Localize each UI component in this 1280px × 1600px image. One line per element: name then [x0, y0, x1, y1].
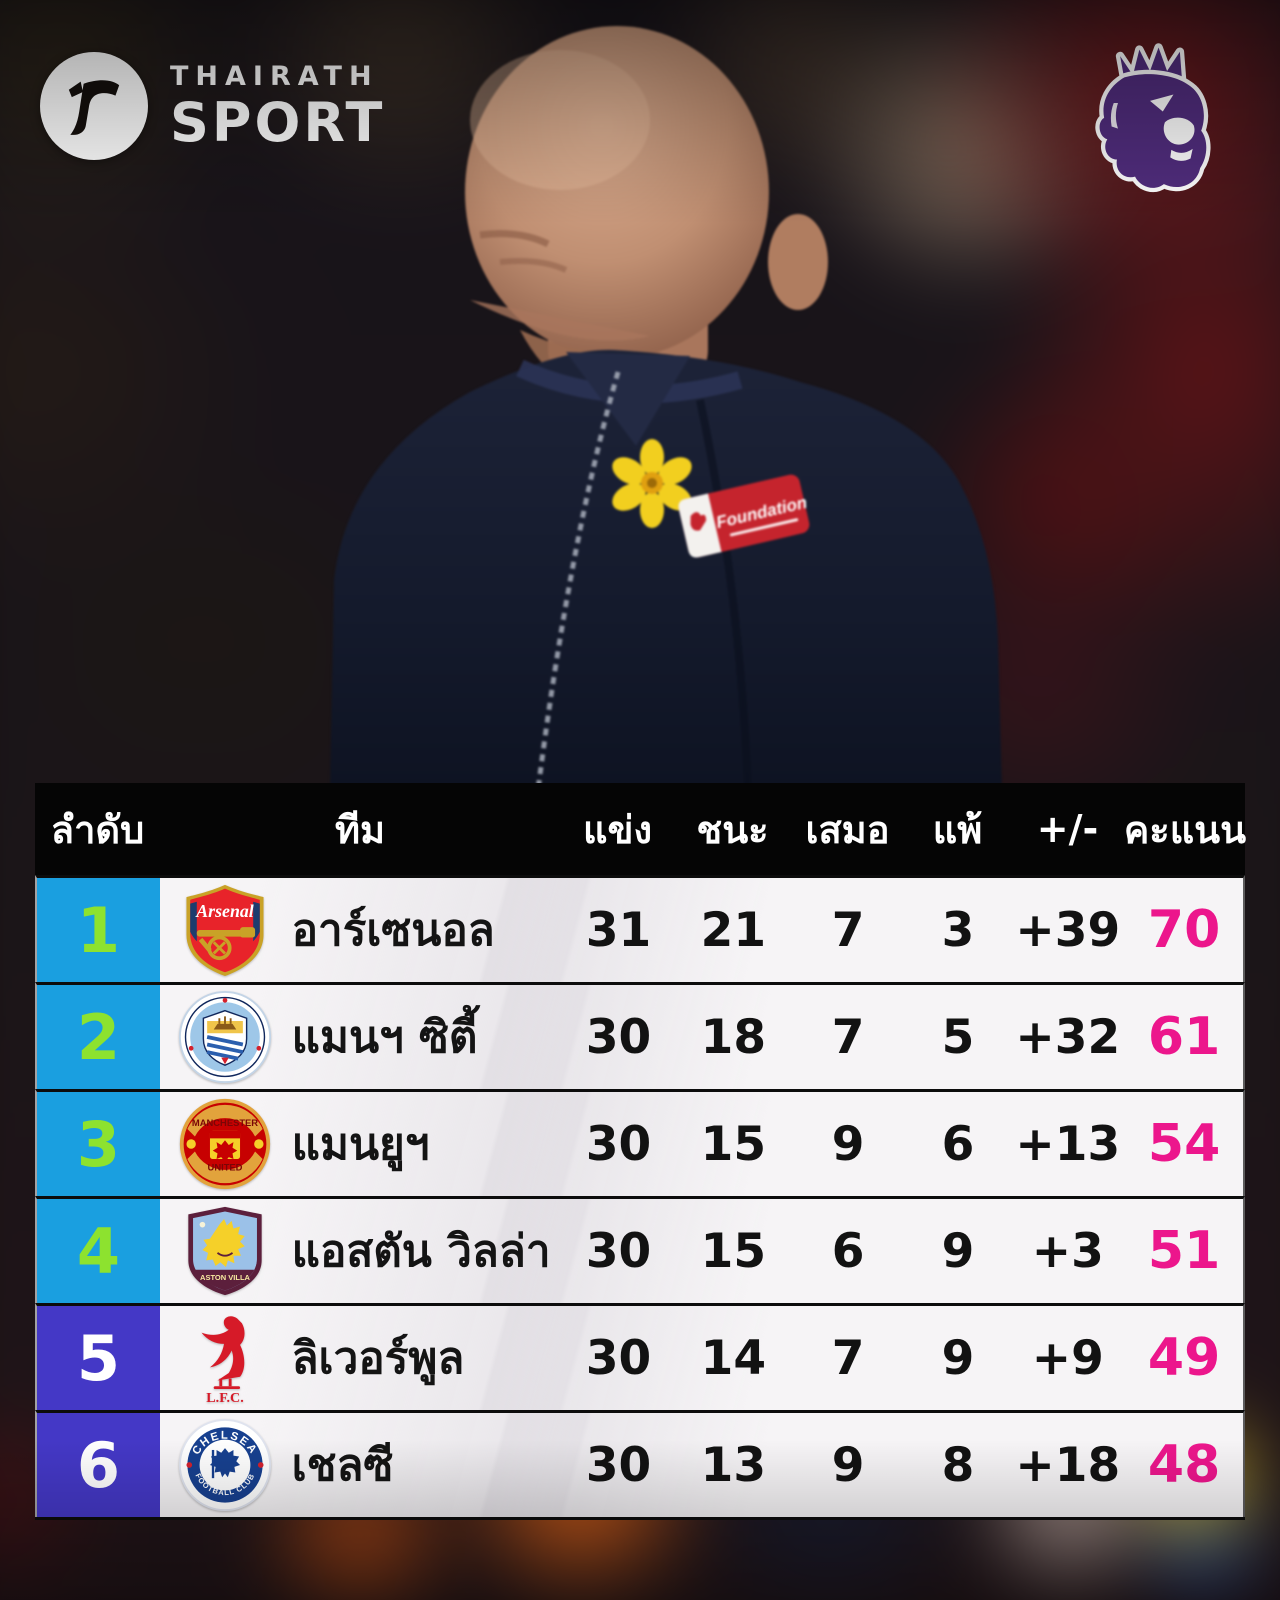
chelsea-badge-icon: CHELSEA FOOTBALL CLUB: [160, 1413, 290, 1517]
won-value: 13: [700, 1437, 767, 1493]
played-value: 30: [585, 1437, 652, 1493]
rank-number: 5: [37, 1306, 160, 1410]
header-won: ชนะ: [696, 807, 769, 852]
drawn-value: 9: [831, 1116, 865, 1172]
table-row: 1 Arsenal อาร์เซนอล 31 21 7 3 +39 70: [35, 875, 1245, 982]
brand-line2: SPORT: [170, 90, 386, 154]
points-value: 70: [1147, 900, 1221, 960]
lost-value: 5: [941, 1009, 975, 1065]
won-value: 15: [700, 1223, 767, 1279]
thairath-sport-logo: THAIRATH SPORT: [40, 52, 385, 160]
won-value: 14: [700, 1330, 767, 1386]
jacket: [330, 349, 1002, 792]
rank-number: 1: [37, 878, 160, 982]
won-value: 21: [700, 902, 767, 958]
drawn-value: 7: [831, 1009, 865, 1065]
goal-diff-value: +32: [1015, 1009, 1121, 1065]
goal-diff-value: +39: [1015, 902, 1121, 958]
lost-value: 6: [941, 1116, 975, 1172]
drawn-value: 7: [831, 1330, 865, 1386]
drawn-value: 9: [831, 1437, 865, 1493]
team-name: ลิเวอร์พูล: [291, 1333, 465, 1384]
table-row: 5 L.F.C. ลิเวอร์พูล 30 14 7 9 +9 49: [35, 1303, 1245, 1410]
goal-diff-value: +9: [1031, 1330, 1104, 1386]
header-team: ทีม: [334, 807, 386, 852]
svg-text:MANCHESTER: MANCHESTER: [192, 1117, 258, 1128]
points-value: 54: [1147, 1114, 1221, 1174]
standings-table: ลำดับ ทีม แข่ง ชนะ เสมอ แพ้ +/- คะแนน 1 …: [35, 783, 1247, 1520]
standings-header: ลำดับ ทีม แข่ง ชนะ เสมอ แพ้ +/- คะแนน: [35, 783, 1247, 875]
table-row: 6 CHELSEA FOOTBALL CLUB เชลซี 30 13 9 8 …: [35, 1410, 1245, 1517]
drawn-value: 7: [831, 902, 865, 958]
team-name: แมนยูฯ: [291, 1119, 430, 1170]
goal-diff-value: +13: [1015, 1116, 1121, 1172]
played-value: 30: [585, 1223, 652, 1279]
arsenal-badge-icon: Arsenal: [160, 878, 290, 982]
played-value: 31: [585, 902, 652, 958]
goal-diff-value: +18: [1015, 1437, 1121, 1493]
header-played: แข่ง: [582, 807, 653, 852]
rank-number: 2: [37, 985, 160, 1089]
lost-value: 8: [941, 1437, 975, 1493]
liverpool-badge-icon: L.F.C.: [160, 1306, 290, 1410]
svg-text:UNITED: UNITED: [207, 1161, 242, 1172]
svg-text:ASTON VILLA: ASTON VILLA: [200, 1273, 251, 1282]
played-value: 30: [585, 1009, 652, 1065]
header-drawn: เสมอ: [805, 807, 890, 852]
table-row: 3 MANCHESTER UNITED แมนยูฯ 30 15 9 6 +13…: [35, 1089, 1245, 1196]
svg-text:L.F.C.: L.F.C.: [206, 1390, 243, 1405]
won-value: 18: [700, 1009, 767, 1065]
points-value: 61: [1147, 1007, 1221, 1067]
won-value: 15: [700, 1116, 767, 1172]
rank-number: 3: [37, 1092, 160, 1196]
brand-line1: THAIRATH: [170, 60, 379, 92]
table-row: 4 ASTON VILLA แอสตัน วิลล่า 30 15 6 9 +3…: [35, 1196, 1245, 1303]
header-rank: ลำดับ: [50, 807, 145, 852]
drawn-value: 6: [831, 1223, 865, 1279]
foundation-badge: Foundation: [678, 474, 810, 558]
header-goal-diff: +/-: [1036, 807, 1099, 851]
header-lost: แพ้: [932, 807, 983, 852]
goal-diff-value: +3: [1031, 1223, 1104, 1279]
points-value: 48: [1147, 1435, 1221, 1495]
points-value: 51: [1147, 1221, 1221, 1281]
head: [465, 26, 769, 358]
lost-value: 3: [941, 902, 975, 958]
aston-villa-badge-icon: ASTON VILLA: [160, 1199, 290, 1303]
lost-value: 9: [941, 1223, 975, 1279]
table-row: 2 แมนฯ ซิตี้ 30 18 7 5 +32 61: [35, 982, 1245, 1089]
points-value: 49: [1147, 1328, 1221, 1388]
team-name: เชลซี: [291, 1440, 394, 1491]
played-value: 30: [585, 1330, 652, 1386]
standings-body: 1 Arsenal อาร์เซนอล 31 21 7 3 +39 70 2: [35, 875, 1245, 1520]
team-name: แมนฯ ซิตี้: [291, 1012, 478, 1063]
rank-number: 6: [37, 1413, 160, 1517]
lost-value: 9: [941, 1330, 975, 1386]
team-name: แอสตัน วิลล่า: [291, 1226, 551, 1277]
header-points: คะแนน: [1123, 807, 1247, 852]
man-city-badge-icon: [160, 985, 290, 1089]
ear-icon: [768, 214, 828, 310]
svg-text:Arsenal: Arsenal: [195, 901, 254, 921]
team-name: อาร์เซนอล: [291, 905, 495, 956]
premier-league-lion-icon: [1095, 43, 1211, 193]
thairath-t-icon: [40, 52, 148, 160]
rank-number: 4: [37, 1199, 160, 1303]
man-united-badge-icon: MANCHESTER UNITED: [160, 1092, 290, 1196]
played-value: 30: [585, 1116, 652, 1172]
